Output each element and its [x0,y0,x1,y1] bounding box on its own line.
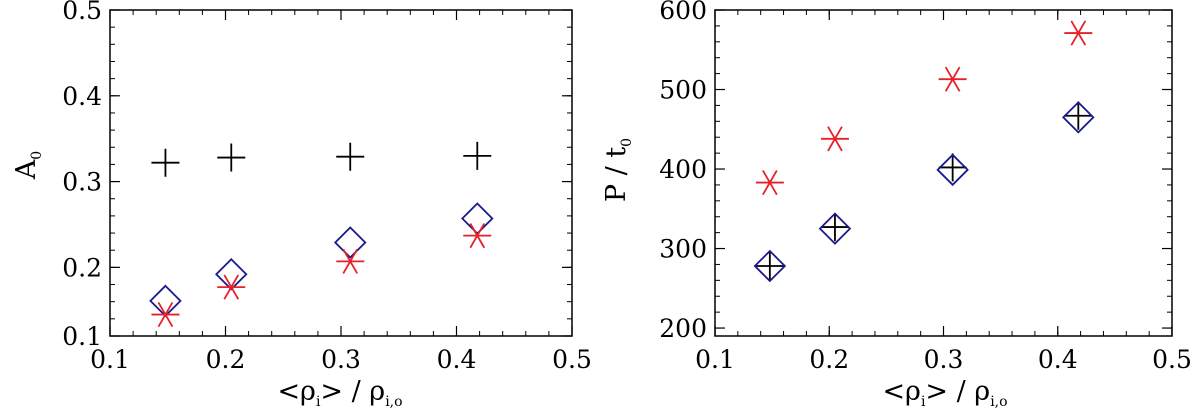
diamond-point [461,202,494,235]
y-tick-label: 0.4 [62,82,102,111]
y-tick-label: 200 [659,314,707,343]
right-panel: 0.1 0.2 0.3 0.4 0.5 200 300 400 500 600 P / t0 <ρ… [601,0,1192,410]
y-tick-label: 600 [659,0,707,25]
asterisk-point [755,169,784,196]
asterisk-point [151,301,180,328]
x-tick-label: 0.4 [1038,345,1078,374]
right-marks [753,20,1095,283]
plus-point [938,153,967,182]
left-y-axis-label: A0 [11,151,45,180]
diamond-point [936,153,969,187]
x-tick-label: 0.5 [552,345,592,374]
y-tick-label: 0.2 [62,253,102,282]
plus-point [755,252,784,281]
x-tick-label: 0.4 [437,345,477,374]
y-tick-label: 0.1 [62,322,102,351]
left-panel: 0.1 0.2 0.3 0.4 0.5 0.1 0.2 0.3 0.4 0.5 A0 <ρi> /… [11,0,592,410]
asterisk-point [938,66,967,92]
x-tick-label: 0.1 [90,345,130,374]
y-tick-label: 0.5 [62,0,102,25]
x-tick-label: 0.2 [206,345,246,374]
plus-point [217,143,246,172]
left-plot-frame [109,9,573,337]
asterisk-point [1064,20,1093,46]
left-marks [149,141,494,328]
right-plot-frame [714,9,1173,337]
asterisk-point [463,223,492,249]
x-tick-label: 0.2 [809,345,849,374]
y-tick-label: 400 [659,155,707,184]
plus-point [1064,101,1093,130]
y-tick-label: 300 [659,235,707,264]
diamond-point [215,257,248,291]
plus-point [151,148,180,177]
y-tick-label: 500 [659,76,707,105]
left-ticks [109,9,573,337]
x-tick-label: 0.3 [321,345,361,374]
right-tick-labels: 0.1 0.2 0.3 0.4 0.5 200 300 400 500 600 [659,0,1192,374]
right-y-axis-label: P / t0 [601,138,635,202]
diamond-point [818,212,852,245]
plus-point [463,141,492,170]
asterisk-point [820,126,849,152]
diamond-point [753,249,787,283]
diamond-point [149,284,182,318]
y-tick-label: 0.3 [62,168,102,197]
x-tick-label: 0.5 [1152,345,1192,374]
diamond-point [1062,101,1095,134]
left-tick-labels: 0.1 0.2 0.3 0.4 0.5 0.1 0.2 0.3 0.4 0.5 [62,0,592,374]
right-x-axis-label: <ρi> / ρi,o [882,376,1007,410]
asterisk-point [336,248,365,274]
left-x-axis-label: <ρi> / ρi,o [277,376,402,410]
right-ticks [714,9,1173,336]
plus-point [820,213,849,242]
diamond-point [333,226,367,259]
asterisk-point [217,274,246,300]
plus-point [336,142,365,171]
x-tick-label: 0.1 [695,345,735,374]
x-tick-label: 0.3 [924,345,964,374]
